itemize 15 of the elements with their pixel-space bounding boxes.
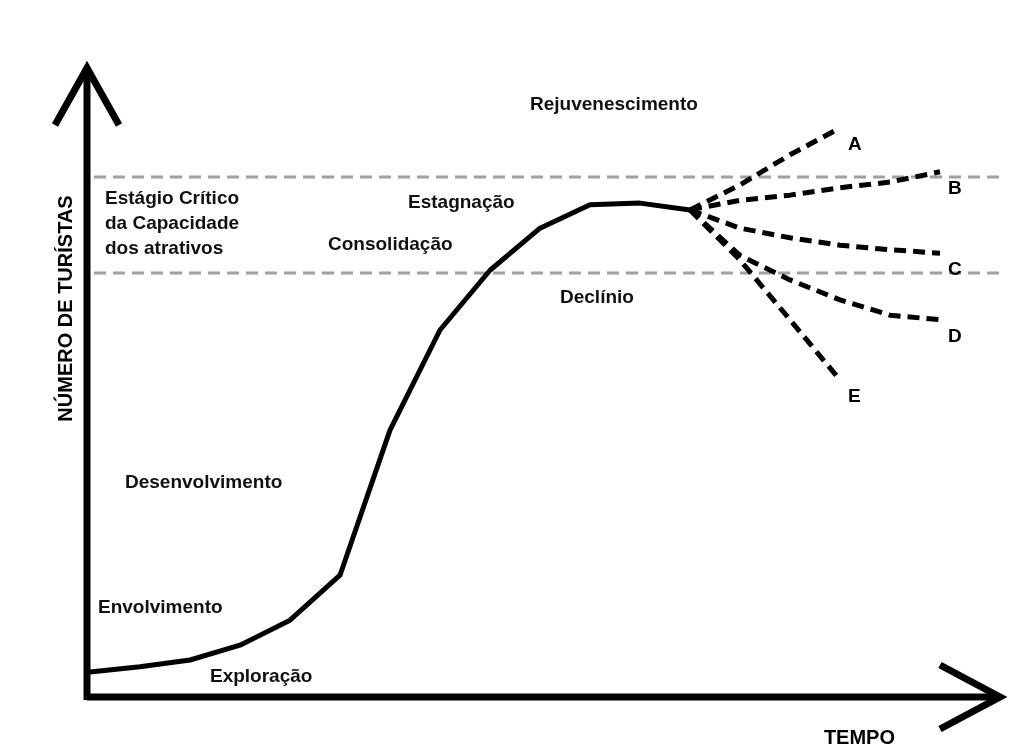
series-label: E: [848, 385, 861, 407]
series-label: B: [948, 176, 962, 198]
annotation: Estágio Crítico da Capacidade dos atrativos: [105, 187, 240, 258]
text: Rejuvenescimento: [530, 93, 698, 114]
series-label: A: [848, 133, 862, 154]
annotation: Envolvimento: [98, 596, 223, 617]
annotation: Exploração: [210, 665, 313, 686]
series-label: C: [948, 258, 962, 280]
annotation: Estagnação: [408, 191, 515, 212]
series-label: D: [948, 324, 962, 346]
x-axis-title: TEMPO: [823, 726, 895, 748]
y-axis-title: NÚMERO DE TURÍSTAS: [53, 195, 76, 422]
annotation: Consolidação: [328, 233, 453, 254]
annotation: Desenvolvimento: [125, 471, 283, 492]
annotation: Declínio: [560, 286, 634, 307]
